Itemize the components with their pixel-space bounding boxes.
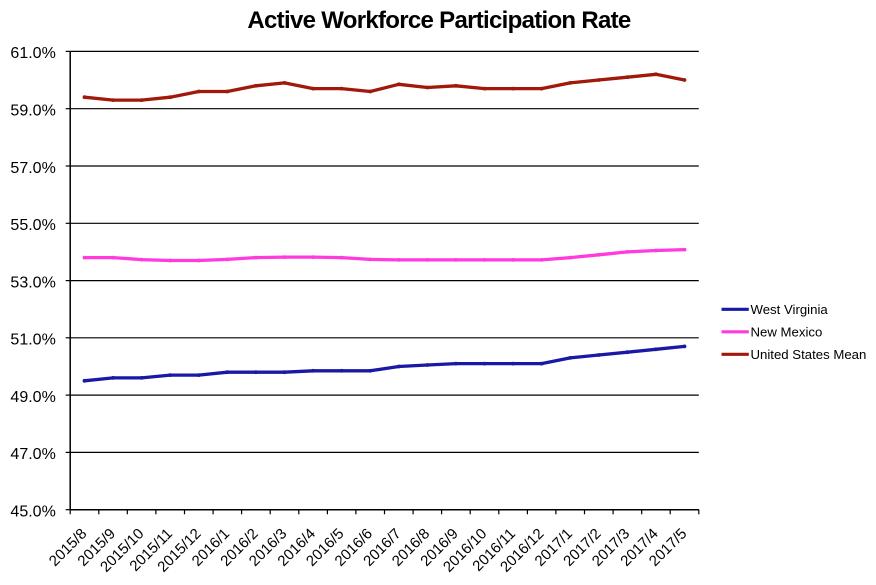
svg-text:West Virginia: West Virginia: [751, 302, 829, 317]
svg-text:New Mexico: New Mexico: [751, 324, 823, 339]
svg-text:53.0%: 53.0%: [10, 274, 55, 291]
svg-text:45.0%: 45.0%: [10, 504, 55, 521]
svg-text:49.0%: 49.0%: [10, 389, 55, 406]
svg-text:United States Mean: United States Mean: [751, 347, 867, 362]
svg-text:47.0%: 47.0%: [10, 446, 55, 463]
svg-text:55.0%: 55.0%: [10, 217, 55, 234]
svg-text:51.0%: 51.0%: [10, 332, 55, 349]
svg-text:57.0%: 57.0%: [10, 160, 55, 177]
svg-text:59.0%: 59.0%: [10, 103, 55, 120]
svg-text:Active Workforce Participation: Active Workforce Participation Rate: [247, 7, 631, 34]
svg-text:61.0%: 61.0%: [10, 45, 55, 62]
